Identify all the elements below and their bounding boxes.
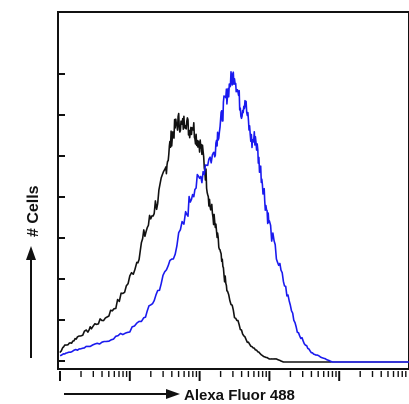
control-histogram-line (59, 112, 409, 363)
x-axis-label: Alexa Fluor 488 (184, 387, 295, 404)
stained-histogram-line (59, 71, 409, 363)
histogram-series (59, 71, 409, 363)
x-axis-arrow-head (166, 389, 180, 399)
y-axis-ticks (58, 73, 65, 362)
y-axis-label: # Cells (25, 185, 42, 237)
plot-frame (57, 11, 409, 370)
y-axis-arrow-head (26, 246, 36, 260)
x-axis-ticks (59, 371, 407, 381)
